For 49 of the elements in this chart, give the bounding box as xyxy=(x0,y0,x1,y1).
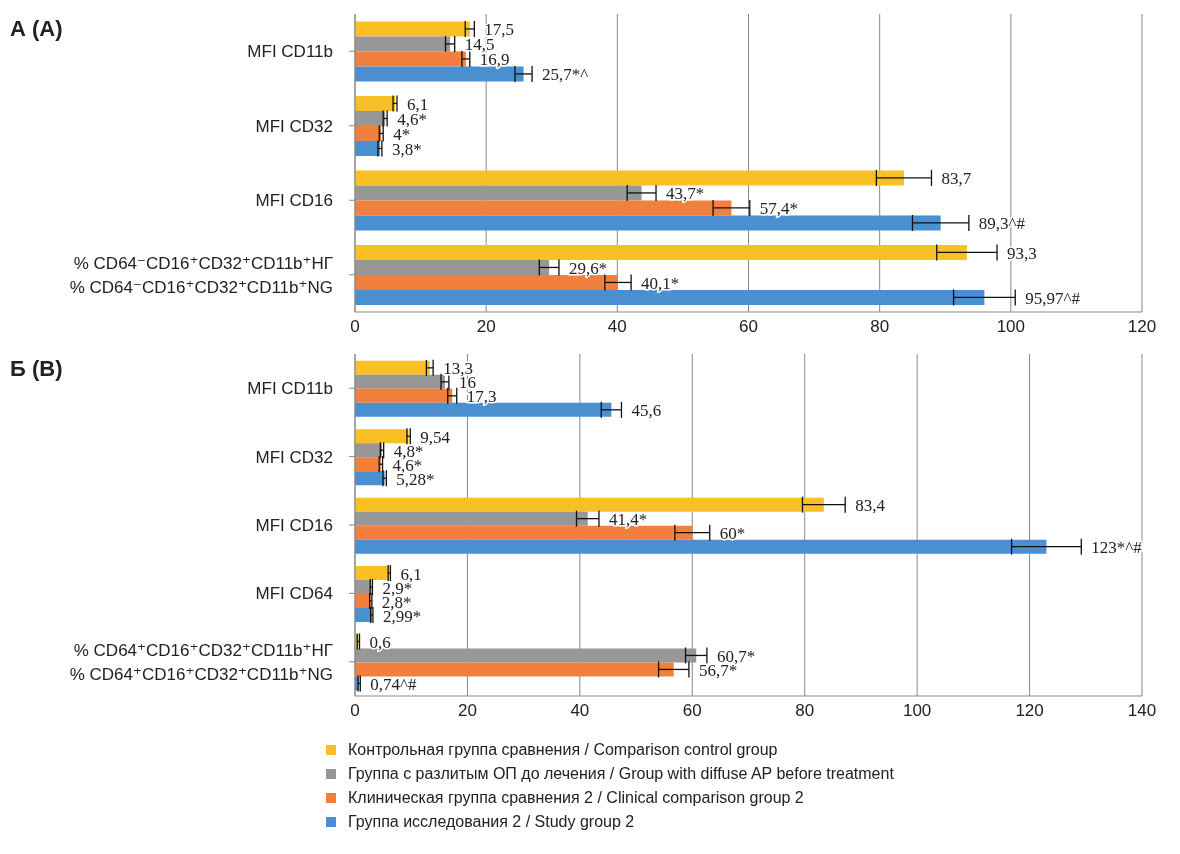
legend-label: Группа исследования 2 / Study group 2 xyxy=(348,813,635,831)
data-label: 57,4* xyxy=(759,199,799,219)
y-tick-label: MFI CD64 xyxy=(255,583,333,603)
x-tick-label: 60 xyxy=(682,701,702,721)
legend-label: Контрольная группа сравнения / Comparison control group xyxy=(348,741,778,759)
data-label: 17,3 xyxy=(466,387,497,407)
y-tick-label: % CD64⁺CD16⁺CD32⁺CD11b⁺НГ % CD64⁺CD16⁺CD32⁺CD11b⁺NG xyxy=(69,640,333,684)
x-tick-label: 0 xyxy=(350,317,360,337)
y-tick-label: MFI CD16 xyxy=(255,190,333,210)
data-label: 60* xyxy=(719,524,746,544)
data-label: 9,54 xyxy=(420,427,451,447)
x-tick-label: 100 xyxy=(902,701,932,721)
text: Б (B) xyxy=(10,356,63,382)
data-label: 45,6 xyxy=(631,401,662,421)
x-tick-label: 40 xyxy=(607,317,627,337)
x-tick-label: 60 xyxy=(739,317,758,337)
x-tick-label: 80 xyxy=(795,701,815,721)
data-label: 0,74^# xyxy=(370,674,418,694)
y-tick-label: % CD64⁻CD16⁺CD32⁺CD11b⁺НГ % CD64⁻CD16⁺CD32⁺CD11b⁺NG xyxy=(69,253,333,297)
data-label: 83,7 xyxy=(941,169,972,189)
legend-label: Группа с разлитым ОП до лечения / Group with diffuse AP before treatment xyxy=(348,765,894,783)
x-tick-label: 140 xyxy=(1127,701,1157,721)
y-tick-label: MFI CD32 xyxy=(255,447,333,467)
y-tick-label: MFI CD16 xyxy=(255,515,333,535)
y-tick-label: MFI CD32 xyxy=(255,116,333,136)
data-label: 83,4 xyxy=(855,496,886,516)
y-tick-label: MFI CD11b xyxy=(247,41,333,61)
data-label: 89,3^# xyxy=(978,214,1026,234)
y-tick-label: MFI CD11b xyxy=(247,378,333,398)
data-label: 123*^# xyxy=(1091,538,1143,558)
x-tick-label: 80 xyxy=(870,317,890,337)
data-label: 95,97^# xyxy=(1025,288,1081,308)
data-label: 0,6 xyxy=(369,632,391,652)
data-label: 29,6* xyxy=(568,258,608,278)
legend-label: Клиническая группа сравнения 2 / Clinical comparison group 2 xyxy=(348,789,804,807)
data-label: 93,3 xyxy=(1007,243,1037,263)
data-label: 40,1* xyxy=(641,273,680,293)
x-tick-label: 100 xyxy=(996,317,1026,337)
x-tick-label: 40 xyxy=(570,701,590,721)
x-tick-label: 120 xyxy=(1015,701,1044,721)
data-label: 25,7*^ xyxy=(542,65,589,85)
x-tick-label: 120 xyxy=(1127,317,1157,337)
data-label: 3,8* xyxy=(391,139,422,159)
x-tick-label: 0 xyxy=(350,701,360,721)
text: А (A) xyxy=(10,16,63,42)
data-label: 41,4* xyxy=(608,510,648,530)
data-label: 43,7* xyxy=(666,184,705,204)
x-tick-label: 20 xyxy=(457,701,477,721)
x-tick-label: 20 xyxy=(476,317,496,337)
